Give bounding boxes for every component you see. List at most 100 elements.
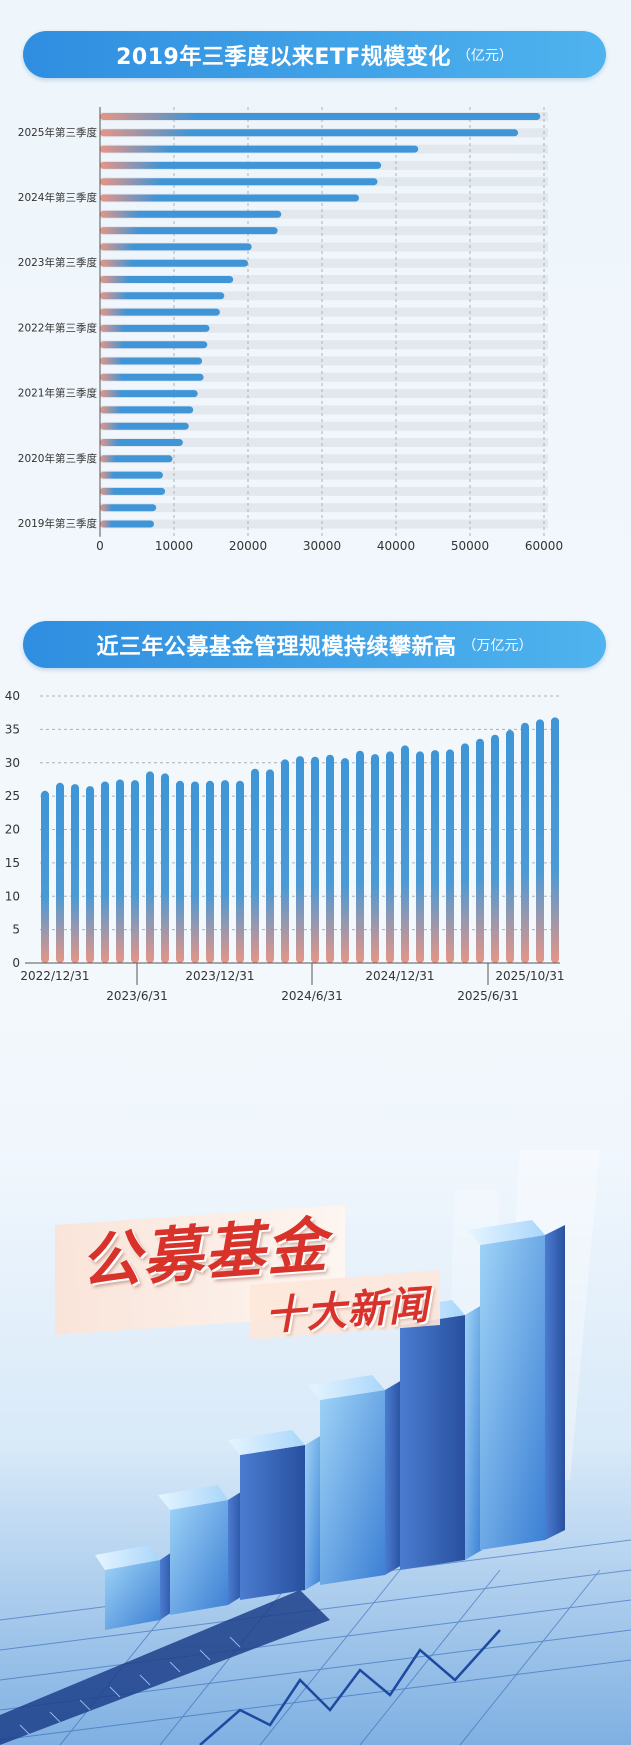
- fund-y-tick-label: 15: [5, 856, 20, 870]
- fund-bar: [281, 759, 289, 963]
- hero-illustration: 公募基金 十大新闻: [0, 1150, 631, 1745]
- etf-bar: [100, 422, 189, 430]
- etf-bar: [100, 259, 248, 267]
- etf-bar-track: [100, 372, 548, 382]
- etf-y-label: 2019年第三季度: [18, 517, 98, 530]
- fund-bar: [356, 750, 364, 963]
- fund-bar: [446, 749, 454, 963]
- fund-bar: [221, 780, 229, 963]
- etf-bar: [100, 194, 359, 202]
- etf-bar-track: [100, 242, 548, 252]
- etf-bar: [100, 487, 166, 495]
- fund-bar: [491, 734, 499, 963]
- etf-bar-track: [100, 519, 548, 529]
- etf-bar-track: [100, 291, 548, 301]
- fund-y-tick-label: 35: [5, 722, 20, 736]
- fund-bar: [551, 717, 559, 963]
- fund-x-label: 2025/6/31: [457, 989, 519, 1003]
- etf-x-tick-label: 10000: [155, 539, 193, 553]
- etf-bar: [100, 210, 282, 218]
- fund-y-tick-label: 40: [5, 689, 20, 703]
- fund-bar: [386, 751, 394, 963]
- fund-x-label: 2023/6/31: [106, 989, 168, 1003]
- fund-y-tick-label: 25: [5, 789, 20, 803]
- etf-x-tick-label: 0: [96, 539, 104, 553]
- fund-bar: [206, 780, 214, 963]
- fund-x-label: 2023/12/31: [185, 969, 254, 983]
- etf-y-label: 2024年第三季度: [18, 191, 98, 204]
- etf-bar: [100, 227, 278, 235]
- etf-bar-track: [100, 454, 548, 464]
- fund-bar: [416, 751, 424, 963]
- etf-y-label: 2020年第三季度: [18, 452, 98, 465]
- etf-bar: [100, 243, 252, 251]
- fund-bar: [311, 756, 319, 963]
- fund-bar: [101, 781, 109, 963]
- etf-bar-track: [100, 438, 548, 447]
- fund-bar: [461, 743, 469, 963]
- etf-bar-track: [100, 323, 548, 333]
- etf-bar: [100, 178, 378, 186]
- fund-bar: [131, 780, 139, 963]
- fund-y-tick-label: 20: [5, 823, 20, 837]
- etf-bar-track: [100, 421, 548, 431]
- fund-bar: [536, 719, 544, 963]
- fund-x-label: 2025/10/31: [495, 969, 564, 983]
- fund-bar: [251, 768, 259, 963]
- hero-graphic: [0, 1150, 631, 1745]
- etf-bar: [100, 276, 234, 283]
- etf-y-label: 2021年第三季度: [18, 387, 98, 400]
- etf-bar-track: [100, 405, 548, 415]
- fund-bar: [296, 756, 304, 963]
- etf-x-tick-label: 40000: [377, 539, 415, 553]
- etf-bar: [100, 308, 220, 316]
- fund-y-tick-label: 5: [12, 923, 20, 937]
- etf-x-tick-label: 50000: [451, 539, 489, 553]
- etf-bar-track: [100, 226, 548, 236]
- etf-chart-title: 2019年三季度以来ETF规模变化: [116, 44, 451, 70]
- etf-bar: [100, 471, 163, 479]
- fund-bar: [146, 771, 154, 963]
- etf-x-tick-label: 30000: [303, 539, 341, 553]
- etf-bar: [100, 113, 541, 120]
- fund-x-label: 2024/12/31: [365, 969, 434, 983]
- fund-bar: [176, 780, 184, 963]
- etf-chart-title-pill: 2019年三季度以来ETF规模变化 （亿元）: [23, 31, 606, 78]
- etf-bar: [100, 373, 204, 381]
- etf-bar: [100, 357, 203, 365]
- fund-scale-chart-unit: （万亿元）: [462, 637, 533, 654]
- fund-x-label: 2022/12/31: [20, 969, 89, 983]
- fund-scale-chart: 0 5 10 15 20 25 30 35 40 2022/12/31 2023/12/31 2024…: [5, 689, 565, 1003]
- etf-y-label: 2025年第三季度: [18, 126, 98, 139]
- etf-bar-track: [100, 340, 548, 350]
- etf-bar: [100, 341, 208, 349]
- fund-y-tick-label: 10: [5, 889, 20, 903]
- etf-y-label: 2022年第三季度: [18, 321, 98, 334]
- fund-bar: [266, 769, 274, 963]
- fund-bar: [506, 730, 514, 963]
- fund-bar: [476, 738, 484, 963]
- fund-bar: [86, 786, 94, 963]
- hero-subtitle: 十大新闻: [263, 1282, 431, 1340]
- etf-bar-track: [100, 307, 548, 317]
- fund-bar: [56, 782, 64, 963]
- fund-scale-chart-title: 近三年公募基金管理规模持续攀新高: [96, 634, 457, 660]
- etf-bar-track: [100, 470, 548, 480]
- etf-chart-unit: （亿元）: [456, 47, 513, 64]
- fund-bar: [71, 784, 79, 963]
- fund-bar: [431, 750, 439, 963]
- etf-bar-track: [100, 503, 548, 513]
- etf-bar: [100, 161, 382, 169]
- fund-bar: [521, 722, 529, 963]
- etf-bar-track: [100, 389, 548, 399]
- etf-x-tick-label: 60000: [525, 539, 563, 553]
- etf-bar-track: [100, 486, 548, 496]
- fund-bar: [116, 779, 124, 963]
- etf-scale-chart: 2025年第三季度 2024年第三季度 2023年第三季度 2022年第三季度 2021…: [18, 107, 563, 553]
- etf-bar: [100, 324, 210, 332]
- etf-bar: [100, 520, 155, 528]
- etf-bar: [100, 504, 157, 512]
- fund-y-tick-label: 0: [12, 956, 20, 970]
- fund-bar: [41, 790, 49, 963]
- etf-bar-track: [100, 275, 548, 284]
